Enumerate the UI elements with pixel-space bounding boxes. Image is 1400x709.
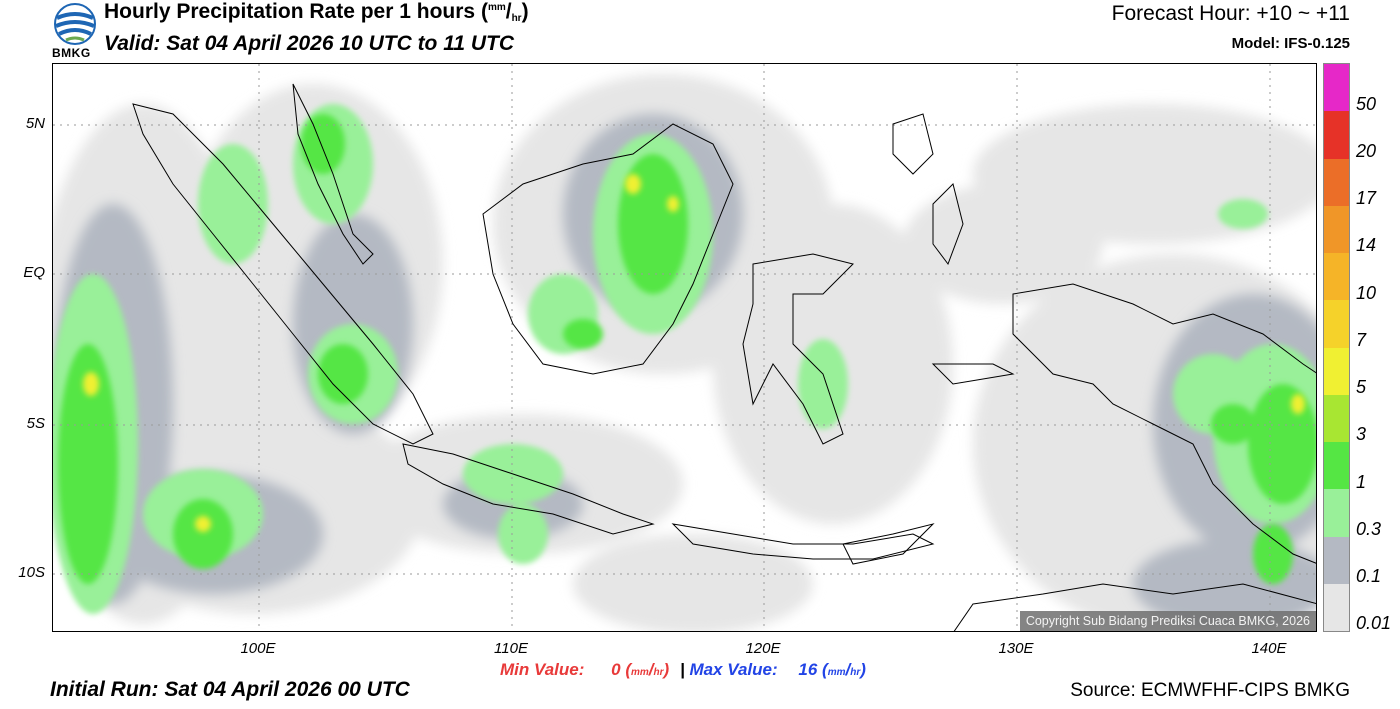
colorbar-segment bbox=[1324, 64, 1349, 112]
colorbar-level-label: 1 bbox=[1356, 471, 1367, 492]
colorbar-level-label: 7 bbox=[1356, 329, 1367, 350]
colorbar-segment bbox=[1324, 300, 1349, 348]
colorbar-level-label: 0.01 bbox=[1356, 613, 1392, 634]
colorbar-level-label: 5 bbox=[1356, 377, 1367, 398]
colorbar-level-label: 50 bbox=[1356, 93, 1377, 114]
lat-label-5n: 5N bbox=[25, 115, 45, 132]
colorbar-segment bbox=[1324, 583, 1349, 631]
lon-label-140e: 140E bbox=[1251, 640, 1287, 657]
colorbar-segment bbox=[1324, 253, 1349, 301]
map-gridlines bbox=[53, 64, 1316, 631]
title-unit: (mm/hr) bbox=[480, 0, 529, 24]
colorbar-level-label: 0.3 bbox=[1356, 518, 1382, 539]
page-title: Hourly Precipitation Rate per 1 hours (m… bbox=[104, 0, 529, 24]
coastlines bbox=[132, 83, 1316, 631]
colorbar-segment bbox=[1324, 111, 1349, 159]
colorbar-level-label: 17 bbox=[1356, 188, 1377, 209]
colorbar-segment bbox=[1324, 442, 1349, 490]
min-unit: (mm/hr) bbox=[625, 660, 670, 679]
lon-label-120e: 120E bbox=[745, 640, 781, 657]
colorbar-segment bbox=[1324, 158, 1349, 206]
bmkg-globe-icon bbox=[54, 3, 96, 45]
colorbar-segment bbox=[1324, 394, 1349, 442]
initial-run: Initial Run: Sat 04 April 2026 00 UTC bbox=[50, 678, 410, 701]
colorbar-segment bbox=[1324, 347, 1349, 395]
lon-label-100e: 100E bbox=[240, 640, 276, 657]
model-name: Model: IFS-0.125 bbox=[1231, 35, 1350, 52]
copyright-notice: Copyright Sub Bidang Prediksi Cuaca BMKG… bbox=[1019, 611, 1316, 631]
map-canvas bbox=[53, 64, 1316, 631]
lon-label-110e: 110E bbox=[494, 640, 528, 657]
lat-label-eq: EQ bbox=[23, 264, 45, 281]
colorbar-segment bbox=[1324, 536, 1349, 584]
lon-label-130e: 130E bbox=[998, 640, 1034, 657]
title-main: Hourly Precipitation Rate per 1 hours bbox=[104, 0, 476, 23]
colorbar-level-label: 14 bbox=[1356, 235, 1377, 256]
logo-text: BMKG bbox=[52, 46, 91, 60]
colorbar-segment bbox=[1324, 205, 1349, 253]
precipitation-map: Copyright Sub Bidang Prediksi Cuaca BMKG… bbox=[52, 63, 1317, 632]
colorbar-segment bbox=[1324, 489, 1349, 537]
data-source: Source: ECMWFHF-CIPS BMKG bbox=[1070, 680, 1350, 701]
max-value: 16 bbox=[798, 660, 818, 679]
min-max-values: Min Value: 0 (mm/hr) | Max Value: 16 (mm… bbox=[500, 660, 866, 680]
forecast-hour: Forecast Hour: +10 ~ +11 bbox=[1111, 2, 1350, 25]
lat-label-5s: 5S bbox=[26, 415, 45, 432]
colorbar-level-label: 3 bbox=[1356, 424, 1367, 445]
max-label: Max Value: bbox=[689, 660, 778, 679]
bmkg-logo: BMKG bbox=[50, 2, 100, 60]
minmax-separator: | bbox=[679, 660, 685, 679]
min-label: Min Value: bbox=[500, 660, 585, 679]
min-value: 0 bbox=[611, 660, 621, 679]
lat-label-10s: 10S bbox=[18, 564, 45, 581]
colorbar bbox=[1323, 63, 1350, 632]
colorbar-level-label: 10 bbox=[1356, 282, 1377, 303]
colorbar-level-label: 20 bbox=[1356, 140, 1377, 161]
valid-time: Valid: Sat 04 April 2026 10 UTC to 11 UT… bbox=[104, 32, 515, 55]
rain-field-yellow bbox=[83, 174, 1305, 532]
colorbar-level-label: 0.1 bbox=[1356, 566, 1382, 587]
max-unit: (mm/hr) bbox=[822, 660, 866, 679]
